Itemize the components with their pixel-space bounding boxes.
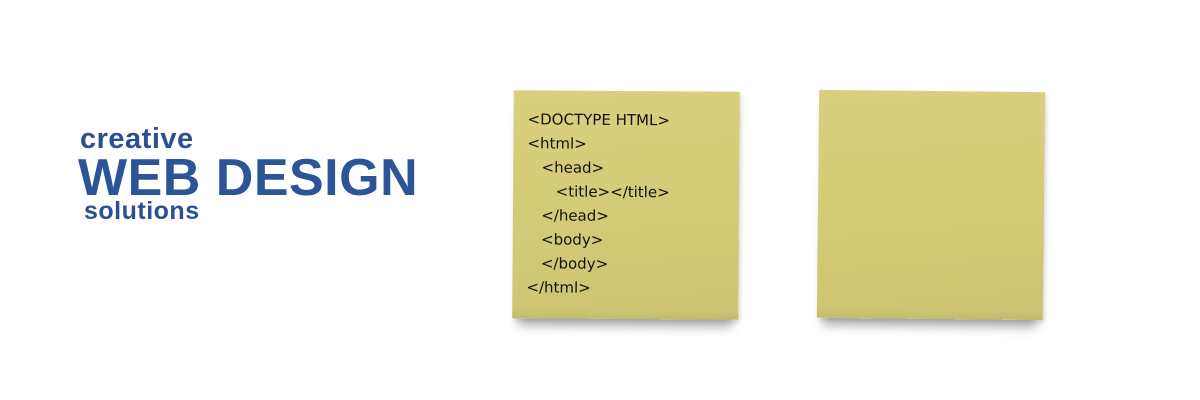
code-line: <head> bbox=[527, 158, 605, 177]
code-line: <html> bbox=[527, 134, 587, 153]
code-line: <title></title> bbox=[527, 182, 670, 202]
code-line: </html> bbox=[526, 278, 591, 297]
headline-creative: creative bbox=[80, 123, 194, 155]
html-code-snippet: <DOCTYPE HTML> <html> <head> <title></ti… bbox=[526, 107, 670, 300]
code-line: </body> bbox=[526, 254, 609, 273]
headline-solutions: solutions bbox=[84, 197, 200, 225]
code-line: <DOCTYPE HTML> bbox=[527, 110, 670, 130]
sticky-note-right bbox=[816, 89, 1046, 321]
sticky-note-left: <DOCTYPE HTML> <html> <head> <title></ti… bbox=[512, 90, 740, 320]
code-line: <body> bbox=[526, 230, 604, 249]
headline-web-design: WEB DESIGN bbox=[78, 149, 419, 207]
code-line: </head> bbox=[526, 206, 609, 225]
